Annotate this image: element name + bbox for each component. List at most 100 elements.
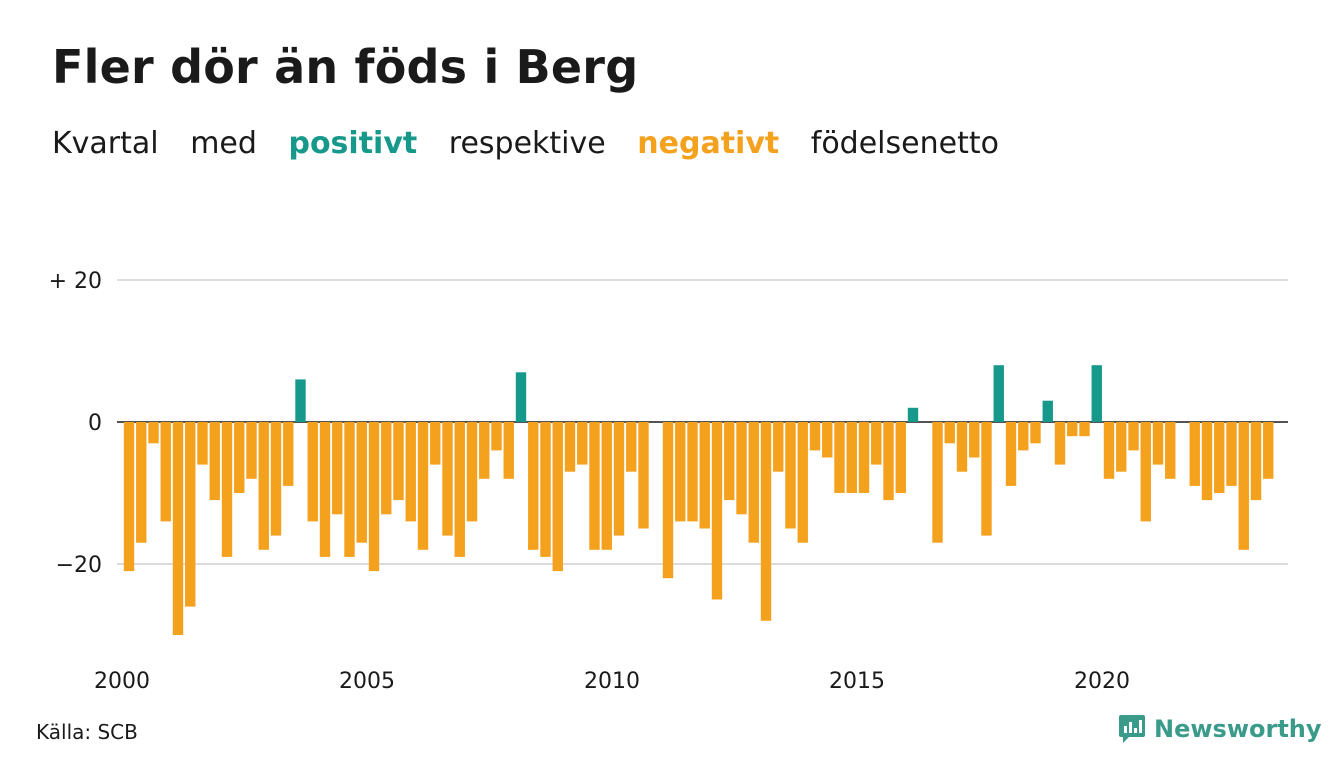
x-tick-label: 2010 <box>584 669 640 694</box>
bar-negative <box>246 422 257 479</box>
bar-negative <box>1079 422 1090 437</box>
bar-negative <box>1018 422 1029 451</box>
bar-negative <box>675 422 686 522</box>
y-tick-label: −20 <box>56 553 102 578</box>
bar-negative <box>846 422 857 493</box>
bar-negative <box>724 422 735 501</box>
bar-negative <box>883 422 894 501</box>
bar-positive <box>907 407 919 422</box>
bar-negative <box>969 422 980 458</box>
bar-negative <box>1152 422 1164 465</box>
bar-negative <box>662 422 674 579</box>
bar-negative <box>944 422 955 444</box>
bar-negative <box>491 422 502 451</box>
bar-negative <box>209 422 220 501</box>
bar-negative <box>344 422 355 557</box>
bar-negative <box>197 422 208 465</box>
bar-negative <box>1116 422 1127 472</box>
bar-negative <box>858 422 870 493</box>
bar-negative <box>871 422 882 465</box>
bar-negative <box>381 422 392 515</box>
brand-name: Newsworthy <box>1154 715 1322 743</box>
bar-negative <box>172 422 184 635</box>
bar-negative <box>785 422 796 529</box>
bar-negative <box>148 422 159 444</box>
y-tick-label: + 20 <box>49 269 102 294</box>
bar-negative <box>577 422 588 465</box>
subtitle-word: Kvartal <box>52 126 159 161</box>
bar-negative <box>1263 422 1274 479</box>
bar-negative <box>1140 422 1151 522</box>
bar-negative <box>895 422 906 493</box>
bar-negative <box>528 422 539 550</box>
bar-negative <box>564 422 576 472</box>
bar-negative <box>956 422 968 472</box>
bar-positive <box>993 365 1004 422</box>
bar-negative <box>736 422 747 515</box>
bar-negative <box>932 422 943 543</box>
bar-negative <box>638 422 649 529</box>
bar-negative <box>1214 422 1225 493</box>
bar-negative <box>822 422 833 458</box>
newsworthy-logo-icon <box>1119 715 1145 743</box>
subtitle-word: födelsenetto <box>810 126 999 161</box>
y-tick-label: 0 <box>88 411 102 436</box>
legend-positive: positivt <box>288 126 418 161</box>
bar-negative <box>123 422 135 572</box>
bar-negative <box>981 422 992 536</box>
legend-negative: negativt <box>637 126 780 161</box>
bar-negative <box>319 422 331 557</box>
bar-positive <box>295 379 306 422</box>
bar-negative <box>393 422 404 501</box>
bar-negative <box>1054 422 1066 465</box>
bar-negative <box>613 422 625 536</box>
subtitle-word: respektive <box>448 126 606 161</box>
bar-negative <box>503 422 514 479</box>
bar-negative <box>185 422 196 607</box>
bar-negative <box>356 422 367 543</box>
bar-positive <box>1091 365 1102 422</box>
bar-negative <box>552 422 563 572</box>
bar-negative <box>307 422 318 522</box>
bar-negative <box>809 422 821 451</box>
bar-negative <box>283 422 294 486</box>
page-title: Fler dör än föds i Berg <box>52 40 639 94</box>
bar-negative <box>234 422 245 493</box>
bar-negative <box>1201 422 1213 501</box>
x-tick-label: 2015 <box>829 669 885 694</box>
bar-negative <box>405 422 416 522</box>
bar-negative <box>160 422 171 522</box>
bar-negative <box>1067 422 1078 437</box>
bar-negative <box>1030 422 1041 444</box>
bar-negative <box>711 422 723 600</box>
bar-negative <box>773 422 784 472</box>
bar-negative <box>466 422 478 522</box>
bar-negative <box>332 422 343 515</box>
bar-negative <box>1189 422 1200 486</box>
bar-negative <box>454 422 465 557</box>
brand: Newsworthy <box>1118 714 1322 744</box>
bar-negative <box>797 422 808 543</box>
bar-negative <box>417 422 429 550</box>
subtitle: Kvartal med positivt respektive negativt… <box>52 126 1021 161</box>
bar-negative <box>1238 422 1249 550</box>
subtitle-word: med <box>190 126 257 161</box>
bar-negative <box>589 422 600 550</box>
bar-negative <box>601 422 612 550</box>
bar-negative <box>1250 422 1262 501</box>
bar-negative <box>270 422 282 536</box>
x-tick-label: 2005 <box>339 669 395 694</box>
x-tick-label: 2020 <box>1074 669 1130 694</box>
bars <box>123 365 1274 635</box>
bar-negative <box>221 422 233 557</box>
bar-negative <box>1005 422 1017 486</box>
axis-labels: + 20 0 −20 2000 2005 2010 2015 2020 <box>49 269 1130 694</box>
bar-positive <box>515 372 527 422</box>
bar-negative <box>479 422 490 479</box>
bar-chart: + 20 0 −20 2000 2005 2010 2015 2020 <box>49 269 1288 694</box>
bar-negative <box>834 422 845 493</box>
bar-negative <box>430 422 441 465</box>
bar-negative <box>136 422 147 543</box>
bar-negative <box>368 422 380 572</box>
bar-negative <box>540 422 551 557</box>
